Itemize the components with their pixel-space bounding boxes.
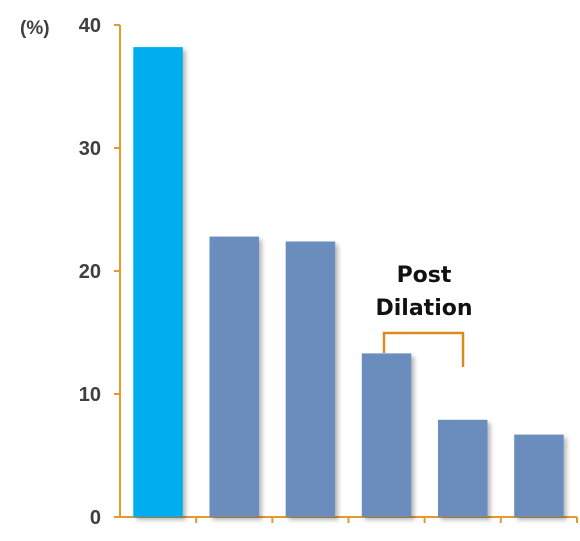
bar-6	[514, 434, 564, 517]
y-tick-labels: 0 10 20 30 40	[79, 15, 101, 529]
y-tick-label: 0	[90, 507, 101, 529]
annotation-line-1: Post	[397, 263, 452, 288]
bar-1	[133, 47, 183, 517]
bar-3	[285, 241, 336, 517]
annotation-bracket	[382, 331, 465, 367]
y-tick-label: 20	[79, 261, 101, 283]
bars	[133, 47, 564, 517]
y-tick-label: 30	[79, 138, 101, 160]
annotation-line-2: Dilation	[375, 296, 472, 321]
y-axis-unit-label: (%)	[20, 18, 50, 39]
post-dilation-annotation: Post Dilation	[375, 263, 473, 367]
bar-5	[438, 419, 488, 517]
y-tick-label: 10	[79, 384, 101, 406]
bar-4	[361, 353, 412, 517]
y-tick-label: 40	[79, 15, 101, 37]
axes	[114, 24, 578, 523]
bar-2	[209, 236, 259, 517]
